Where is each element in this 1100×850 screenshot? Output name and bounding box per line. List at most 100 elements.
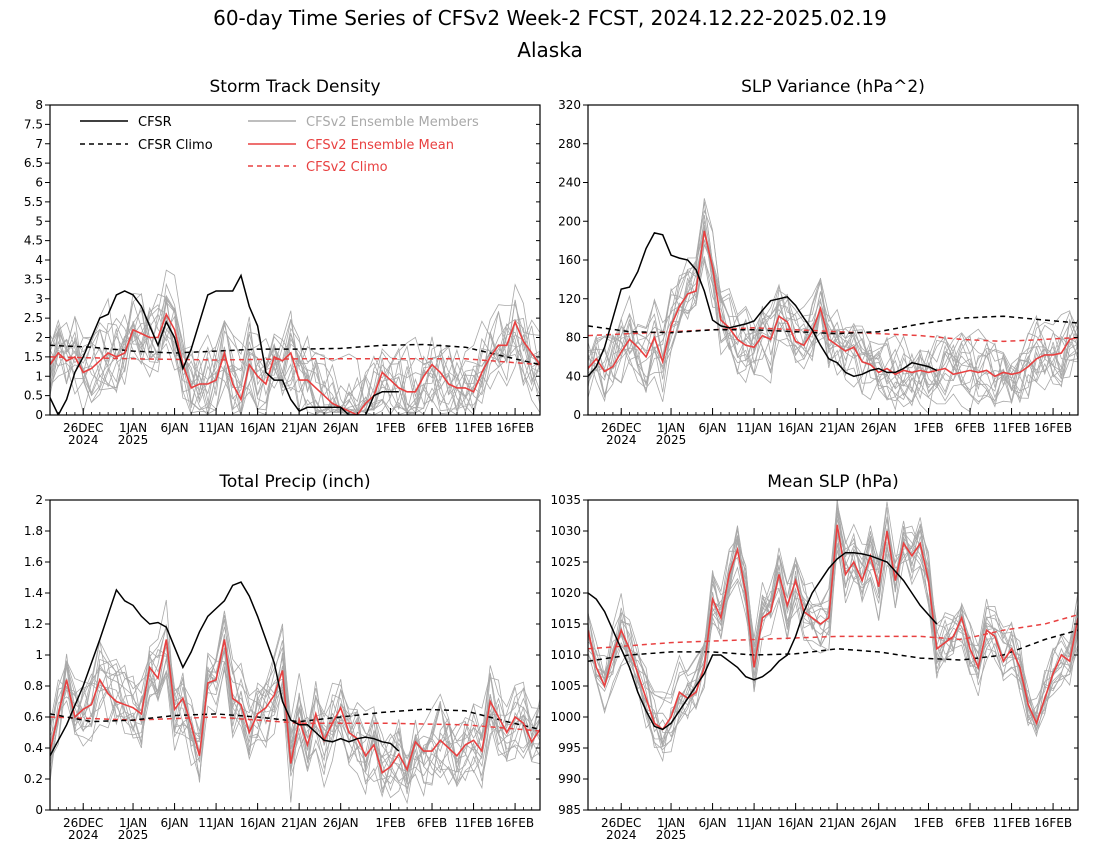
y-tick-label: 4.5 <box>24 234 43 248</box>
cfsr-climo-line <box>50 343 540 366</box>
chart-storm: Storm Track Density 0 0.5 1 1.5 2 2.5 3 3.5 4 4.5 5… <box>24 77 541 447</box>
plot-area <box>588 500 1078 763</box>
ensemble-member-line <box>50 306 540 415</box>
x-tick-label: 16JAN <box>778 421 814 435</box>
x-tick-label: 21JAN <box>819 816 855 830</box>
y-tick-label: 280 <box>558 137 581 151</box>
x-tick-label: 16JAN <box>778 816 814 830</box>
ensemble-member-line <box>588 507 1078 729</box>
cfsr-climo-line <box>588 629 1078 662</box>
x-tick-label: 16FEB <box>496 421 534 435</box>
y-tick-label: 120 <box>558 292 581 306</box>
y-tick-label: 160 <box>558 253 581 267</box>
y-tick-label: 200 <box>558 214 581 228</box>
x-tick-label: 21JAN <box>819 421 855 435</box>
x-year-label: 2024 <box>68 828 99 842</box>
chart-slpvar: SLP Variance (hPa^2) 0 40 80 120 160 200 240 280… <box>558 77 1079 447</box>
x-tick-label: 11JAN <box>736 421 772 435</box>
x-axis: 26DEC 1JAN 6JAN 11JAN 16JAN 21JAN 26JAN 1FEB 6FE… <box>587 803 1079 842</box>
x-tick-label: 6FEB <box>955 421 985 435</box>
x-tick-label: 1FEB <box>375 421 405 435</box>
x-tick-label: 1FEB <box>913 816 943 830</box>
plot-area <box>50 581 540 805</box>
y-tick-label: 1025 <box>550 555 581 569</box>
ensemble-member-line <box>50 619 540 792</box>
x-year-label: 2024 <box>606 828 637 842</box>
ensemble-member-line <box>50 283 540 415</box>
y-tick-label: 1035 <box>550 493 581 507</box>
y-tick-label: 1.4 <box>24 586 43 600</box>
y-axis: 0 0.5 1 1.5 2 2.5 3 3.5 4 4.5 5 5.5 6 6.5 7 7.5 8 <box>24 98 540 422</box>
x-tick-label: 11FEB <box>993 816 1031 830</box>
ensemble-member-line <box>588 500 1078 751</box>
y-tick-label: 1010 <box>550 648 581 662</box>
ensemble-member-line <box>50 311 540 414</box>
ensemble-member-line <box>50 649 540 789</box>
ensemble-member-line <box>50 626 540 782</box>
y-tick-label: 0.8 <box>24 679 43 693</box>
y-tick-label: 990 <box>558 772 581 786</box>
y-tick-label: 6 <box>35 176 43 190</box>
y-tick-label: 2 <box>35 331 43 345</box>
x-year-label: 2024 <box>68 433 99 447</box>
y-tick-label: 40 <box>566 369 581 383</box>
y-tick-label: 1.8 <box>24 524 43 538</box>
x-tick-label: 1JAN <box>119 816 147 830</box>
ensemble-member-line <box>588 201 1078 403</box>
x-tick-label: 21JAN <box>281 421 317 435</box>
legend-members: CFSv2 Ensemble Members <box>306 115 479 130</box>
legend: CFSR CFSR Climo CFSv2 Ensemble Members CFSv… <box>80 115 479 175</box>
x-tick-label: 26DEC <box>63 816 103 830</box>
x-tick-label: 26DEC <box>601 816 641 830</box>
x-tick-label: 16JAN <box>240 816 276 830</box>
y-tick-label: 6.5 <box>24 156 43 170</box>
y-tick-label: 80 <box>566 331 581 345</box>
y-tick-label: 1015 <box>550 617 581 631</box>
ensemble-member-line <box>50 297 540 415</box>
cfsr-line <box>588 551 938 731</box>
x-tick-label: 26DEC <box>63 421 103 435</box>
ensemble-member-line <box>50 624 540 784</box>
x-tick-label: 16FEB <box>496 816 534 830</box>
panel-title: Storm Track Density <box>209 77 380 97</box>
x-axis: 26DEC 1JAN 6JAN 11JAN 16JAN 21JAN 26JAN 1FEB 6FE… <box>49 803 541 842</box>
x-tick-label: 11FEB <box>455 421 493 435</box>
y-tick-label: 2 <box>35 493 43 507</box>
ensemble-member-line <box>50 316 540 415</box>
panel-title: Total Precip (inch) <box>218 472 370 492</box>
y-tick-label: 3 <box>35 292 43 306</box>
figure-subtitle: Alaska <box>517 38 582 62</box>
y-tick-label: 1 <box>35 369 43 383</box>
x-tick-label: 16FEB <box>1034 421 1072 435</box>
y-tick-label: 1005 <box>550 679 581 693</box>
x-year-label: 2025 <box>118 828 149 842</box>
cfsr-line <box>50 581 400 757</box>
x-tick-label: 16JAN <box>240 421 276 435</box>
y-tick-label: 1030 <box>550 524 581 538</box>
plot-area <box>588 198 1078 415</box>
y-tick-label: 0.6 <box>24 710 43 724</box>
x-tick-label: 11FEB <box>993 421 1031 435</box>
x-tick-label: 11FEB <box>455 816 493 830</box>
x-tick-label: 11JAN <box>736 816 772 830</box>
chart-precip: Total Precip (inch) 0 0.2 0.4 0.6 0.8 1 1.2 1.4 1… <box>24 472 541 842</box>
x-tick-label: 6JAN <box>160 421 188 435</box>
y-tick-label: 3.5 <box>24 272 43 286</box>
y-tick-label: 8 <box>35 98 43 112</box>
ensemble-mean-line <box>50 312 540 415</box>
ensemble-member-line <box>588 503 1078 740</box>
x-tick-label: 11JAN <box>198 421 234 435</box>
legend-mean: CFSv2 Ensemble Mean <box>306 138 454 153</box>
x-tick-label: 1JAN <box>657 816 685 830</box>
ensemble-member-line <box>588 227 1078 408</box>
y-tick-label: 0 <box>35 408 43 422</box>
x-tick-label: 26JAN <box>861 816 897 830</box>
cfsv2-climo-line <box>50 356 540 366</box>
legend-cfsr-climo: CFSR Climo <box>138 138 213 153</box>
panel-title: SLP Variance (hPa^2) <box>741 77 925 97</box>
ensemble-member-line <box>588 243 1078 392</box>
ensemble-member-line <box>588 225 1078 415</box>
figure-title: 60-day Time Series of CFSv2 Week-2 FCST,… <box>213 6 887 30</box>
chart-panels: Storm Track Density 0 0.5 1 1.5 2 2.5 3 3.5 4 4.5 5… <box>24 77 1079 842</box>
